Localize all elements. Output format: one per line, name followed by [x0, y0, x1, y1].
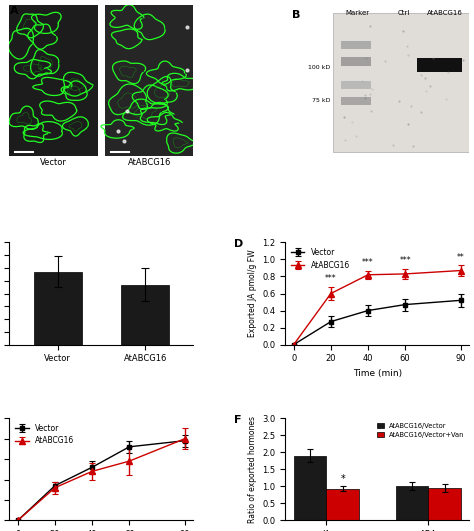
Y-axis label: Exported JA pmol/g FW: Exported JA pmol/g FW	[248, 250, 257, 337]
Bar	[428, 488, 461, 520]
Bar	[341, 57, 371, 66]
Text: AtABCG16: AtABCG16	[427, 10, 463, 16]
Bar	[396, 486, 428, 520]
Text: D: D	[234, 239, 243, 250]
Legend: AtABCG16/Vector, AtABCG16/Vector+Van: AtABCG16/Vector, AtABCG16/Vector+Van	[376, 422, 466, 440]
Legend: Vector, AtABCG16: Vector, AtABCG16	[289, 246, 351, 271]
Bar	[341, 81, 371, 89]
Text: 75 kD: 75 kD	[312, 98, 330, 102]
Text: A: A	[9, 6, 18, 16]
Text: Vector: Vector	[40, 158, 67, 167]
Text: *: *	[340, 474, 345, 484]
Text: Marker: Marker	[346, 10, 370, 16]
Bar	[34, 272, 82, 345]
Bar	[341, 41, 371, 49]
Text: Ctrl: Ctrl	[398, 10, 410, 16]
Bar	[105, 5, 193, 156]
Legend: Vector, AtABCG16: Vector, AtABCG16	[13, 422, 75, 447]
Text: **: **	[457, 253, 465, 262]
X-axis label: Time (min): Time (min)	[353, 369, 402, 378]
Text: ***: ***	[400, 256, 411, 266]
Text: AtABCG16: AtABCG16	[128, 158, 171, 167]
Text: ***: ***	[325, 275, 337, 283]
Bar	[121, 285, 169, 345]
Bar	[333, 13, 469, 152]
Text: F: F	[234, 415, 241, 425]
Text: ***: ***	[362, 258, 374, 267]
Bar	[341, 97, 371, 105]
Y-axis label: Ratio of exported hormones: Ratio of exported hormones	[248, 416, 257, 523]
Text: B: B	[292, 10, 301, 20]
Text: 100 kD: 100 kD	[308, 65, 330, 70]
Bar	[418, 58, 463, 72]
Bar	[9, 5, 98, 156]
Bar	[326, 489, 359, 520]
Bar	[294, 456, 326, 520]
